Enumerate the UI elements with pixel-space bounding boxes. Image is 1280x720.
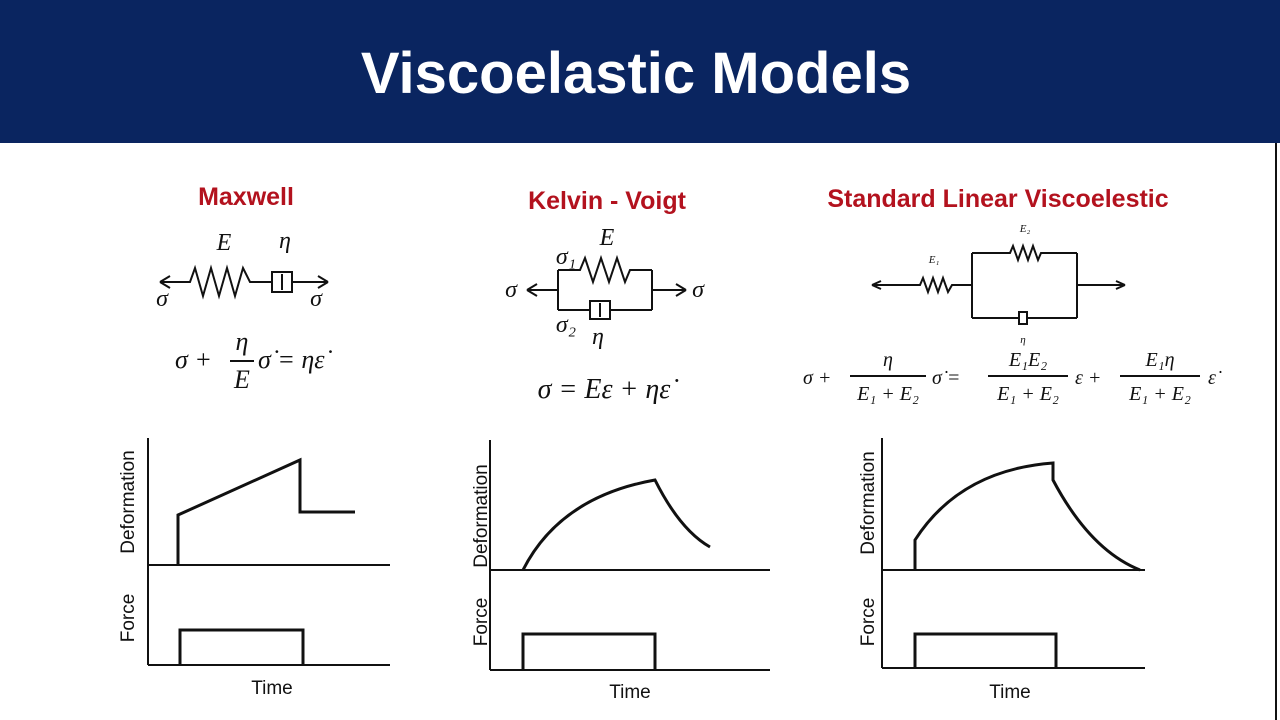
equation-part: σ = Eε + ηε̇ <box>538 374 679 405</box>
equation-num: η <box>236 327 249 356</box>
maxwell-graphs <box>147 438 390 666</box>
axis-label: Force <box>858 598 879 647</box>
diagram-label: E₁ <box>928 254 940 266</box>
equation-part: σ + <box>175 345 212 374</box>
model-name: Maxwell <box>198 183 294 211</box>
equation-num: η <box>883 349 893 371</box>
equation-den: E₁ + E₂ <box>856 383 919 405</box>
kelvin-voigt-graphs <box>489 440 770 671</box>
diagram-label: η <box>592 324 604 350</box>
equation-part: σ + <box>803 367 831 389</box>
axis-label: Force <box>118 594 139 643</box>
axis-label: Time <box>251 678 293 699</box>
axis-label: Deformation <box>471 464 492 568</box>
model-name: Standard Linear Viscoelestic <box>827 185 1168 213</box>
sls-diagram <box>871 243 1126 325</box>
sls-graphs <box>881 438 1145 669</box>
equation-den: E₁ + E₂ <box>996 383 1059 405</box>
equation-part: ε̇ <box>1208 367 1222 389</box>
diagram-label: η <box>279 228 291 254</box>
diagram-label: σ <box>692 277 705 303</box>
diagram-label: σ <box>156 286 169 312</box>
diagram-label: E <box>599 225 615 251</box>
equation-den: E₁ + E₂ <box>1128 383 1191 405</box>
axis-label: Force <box>471 598 492 647</box>
maxwell-diagram <box>159 264 329 300</box>
diagram-label: η <box>1020 334 1025 346</box>
kelvin-voigt-diagram <box>526 254 687 320</box>
equation-part: σ̇ = <box>932 367 960 389</box>
axis-label: Deformation <box>858 451 879 555</box>
model-name: Kelvin - Voigt <box>528 187 687 215</box>
header-band <box>0 0 1280 143</box>
equation-num: E₁E₂ <box>1008 349 1047 371</box>
axis-label: Deformation <box>118 450 139 554</box>
diagram-label: E <box>216 230 232 256</box>
diagram-label: E₂ <box>1019 223 1031 235</box>
equation-num: E₁η <box>1144 349 1174 371</box>
equation-den: E <box>233 365 250 394</box>
axis-label: Time <box>989 682 1031 703</box>
axis-label: Time <box>609 682 651 703</box>
diagram-label: σ₂ <box>556 312 576 338</box>
diagram-label: σ <box>310 286 323 312</box>
slide-title: Viscoelastic Models <box>361 41 911 106</box>
diagram-label: σ₁ <box>556 244 576 270</box>
equation-part: ε + <box>1075 367 1101 389</box>
equation-part: σ̇ = ηε̇ <box>258 345 333 374</box>
diagram-label: σ <box>505 277 518 303</box>
